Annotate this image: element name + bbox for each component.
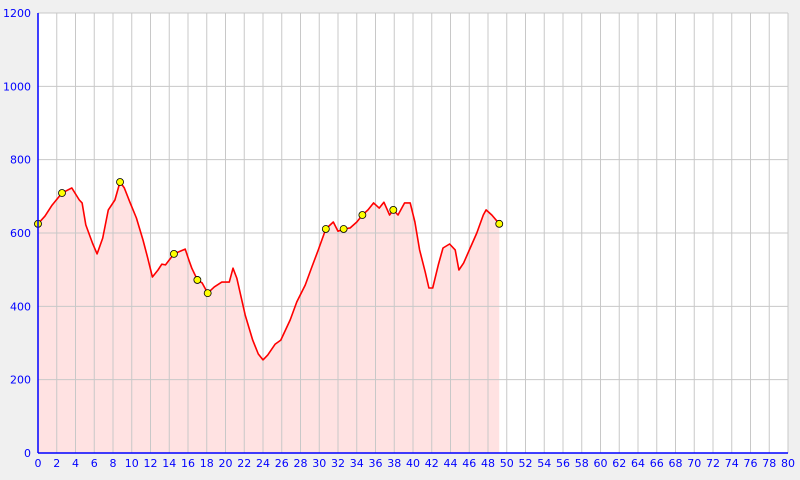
x-tick-label: 34 — [350, 457, 364, 470]
x-tick-label: 20 — [219, 457, 233, 470]
waypoint-marker — [339, 225, 348, 233]
x-tick-label: 80 — [781, 457, 795, 470]
x-tick-label: 52 — [519, 457, 533, 470]
waypoint-marker — [170, 249, 178, 258]
x-tick-label: 78 — [762, 457, 776, 470]
x-tick-label: 72 — [706, 457, 720, 470]
y-tick-label: 400 — [10, 300, 31, 313]
waypoint-marker — [321, 225, 330, 233]
x-tick-label: 48 — [481, 457, 495, 470]
y-tick-label: 1200 — [3, 7, 31, 20]
x-tick-label: 14 — [162, 457, 176, 470]
x-tick-label: 28 — [294, 457, 308, 470]
x-tick-label: 74 — [725, 457, 739, 470]
x-tick-label: 18 — [200, 457, 214, 470]
x-tick-label: 56 — [556, 457, 570, 470]
x-tick-label: 16 — [181, 457, 195, 470]
x-tick-label: 58 — [575, 457, 589, 470]
x-tick-label: 68 — [669, 457, 683, 470]
x-tick-label: 36 — [369, 457, 383, 470]
x-tick-label: 46 — [462, 457, 476, 470]
y-tick-label: 200 — [10, 374, 31, 387]
x-tick-label: 0 — [35, 457, 42, 470]
x-tick-label: 40 — [406, 457, 420, 470]
y-tick-label: 600 — [10, 227, 31, 240]
x-tick-label: 62 — [612, 457, 626, 470]
x-tick-label: 24 — [256, 457, 270, 470]
y-tick-label: 800 — [10, 154, 31, 167]
y-tick-label: 0 — [24, 447, 31, 460]
x-tick-label: 32 — [331, 457, 345, 470]
x-tick-label: 4 — [72, 457, 79, 470]
x-tick-label: 10 — [125, 457, 139, 470]
x-tick-label: 44 — [444, 457, 458, 470]
waypoint-marker — [358, 211, 367, 219]
x-tick-label: 38 — [387, 457, 401, 470]
x-tick-label: 50 — [500, 457, 514, 470]
waypoint-marker — [495, 219, 504, 228]
profile-area — [38, 182, 500, 453]
waypoint-marker — [389, 205, 398, 214]
x-tick-label: 6 — [91, 457, 98, 470]
x-tick-label: 66 — [650, 457, 664, 470]
waypoint-marker — [58, 189, 66, 197]
x-tick-label: 22 — [237, 457, 251, 470]
y-tick-label: 1000 — [3, 80, 31, 93]
x-tick-label: 70 — [687, 457, 701, 470]
x-tick-label: 54 — [537, 457, 551, 470]
x-tick-label: 2 — [53, 457, 60, 470]
x-tick-label: 42 — [425, 457, 439, 470]
x-tick-label: 12 — [144, 457, 158, 470]
x-tick-label: 30 — [312, 457, 326, 470]
x-tick-label: 64 — [631, 457, 645, 470]
x-tick-label: 26 — [275, 457, 289, 470]
x-tick-label: 8 — [110, 457, 117, 470]
x-tick-label: 60 — [594, 457, 608, 470]
waypoint-marker — [203, 289, 212, 298]
waypoint-marker — [116, 178, 124, 186]
x-tick-label: 76 — [744, 457, 758, 470]
waypoint-marker — [193, 276, 202, 284]
